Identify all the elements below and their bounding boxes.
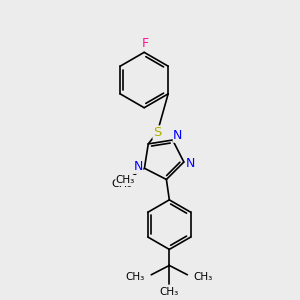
Text: CH₃: CH₃ (194, 272, 213, 282)
Text: N: N (173, 129, 183, 142)
Text: CH₃: CH₃ (116, 176, 135, 185)
Text: S: S (153, 126, 161, 139)
Text: CH₃: CH₃ (112, 179, 132, 189)
Text: F: F (142, 37, 149, 50)
Text: CH₃: CH₃ (126, 272, 145, 282)
Text: CH₃: CH₃ (160, 287, 179, 297)
Text: N: N (133, 160, 143, 173)
Text: N: N (186, 157, 195, 170)
